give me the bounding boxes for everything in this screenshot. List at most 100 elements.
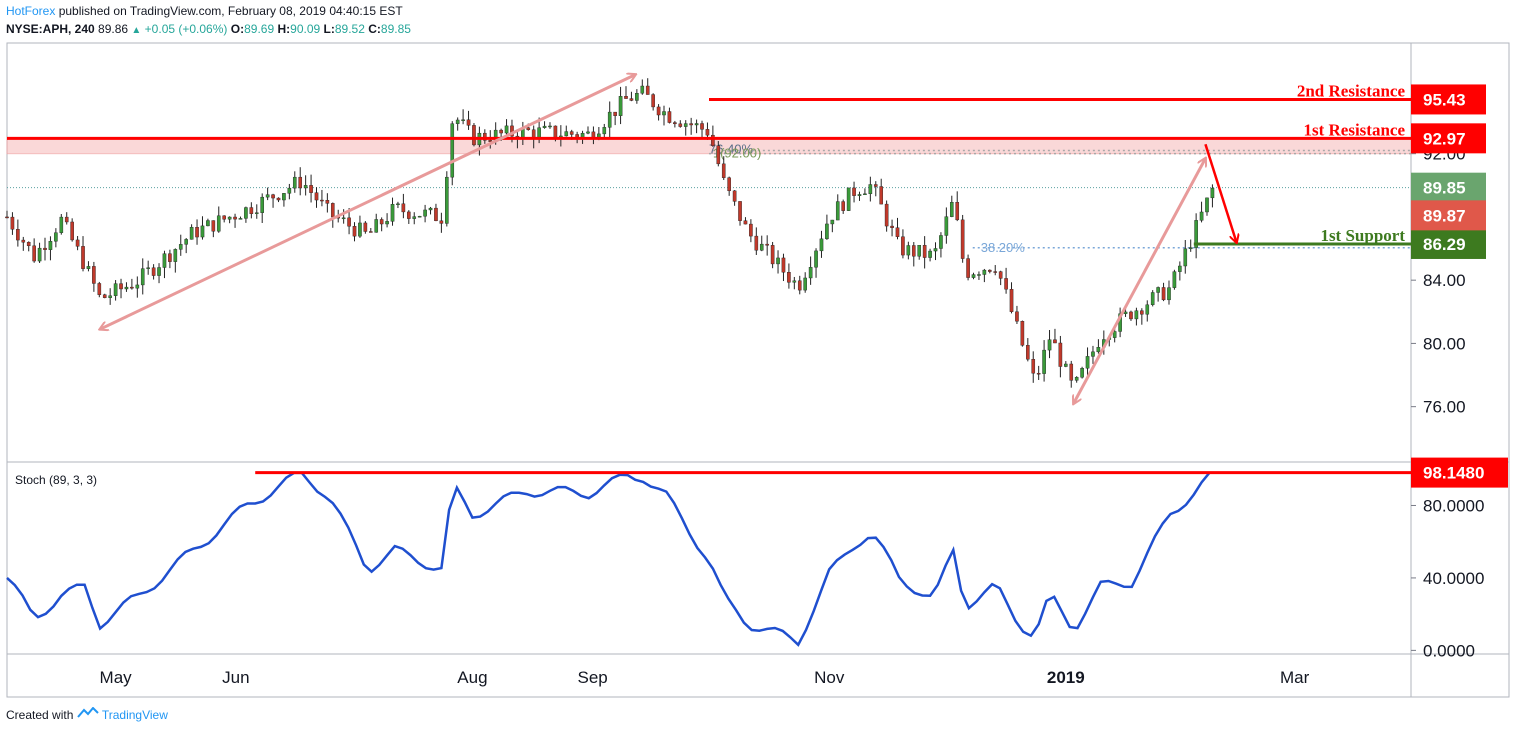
candle-body [977,274,981,276]
low-label: L: [323,22,335,36]
candle-body [119,283,123,290]
candle-body [216,215,221,232]
candle-body [765,243,769,246]
tradingview-link[interactable]: TradingView [101,708,168,722]
candle-body [401,203,406,213]
candle-body [727,177,731,192]
symbol-legend: NYSE:APH, 240 89.86 ▲ +0.05 (+0.06%) O:8… [6,22,411,36]
candle-body [238,218,243,220]
candle-body [537,127,541,139]
publisher-name[interactable]: HotForex [6,4,56,18]
candle-body [1129,311,1133,320]
candle-body [276,197,281,201]
time-axis-label: Sep [578,668,608,687]
candle-body [738,201,742,221]
candle-body [1140,310,1144,315]
candle-body [428,207,433,211]
trend-arrow [100,75,635,330]
price-tick-label: 84.00 [1423,271,1466,290]
candle-body [884,203,889,227]
candle-body [434,207,438,222]
candle-body [564,131,569,137]
candle-body [770,245,775,265]
candle-body [993,271,998,273]
candle-body [879,186,884,205]
candle-body [749,223,753,237]
candle-body [358,222,362,237]
published-text: published on TradingView.com, February 0… [58,4,403,18]
candle-body [407,211,411,219]
candle-body [1134,310,1139,320]
fib-level-label: 76.40% [709,142,754,157]
candle-body [808,267,813,279]
trend-arrow [1074,158,1206,403]
candle-body [439,220,444,224]
candle-body [1085,356,1090,369]
candle-body [873,184,878,187]
candle-body [922,245,927,258]
candle-body [754,235,759,251]
candle-body [814,250,818,268]
candle-body [803,277,807,291]
candle-body [75,239,80,247]
candle-body [906,245,911,256]
candle-body [683,123,688,127]
candle-body [97,283,102,295]
candle-body [841,201,845,211]
candle-body [830,219,835,225]
stoch-level-tag [1411,457,1508,488]
candle-body [396,203,400,206]
candle-body [341,217,346,220]
candle-body [140,268,145,286]
candle-body [673,122,677,125]
level-price-label: 95.43 [1423,90,1466,109]
candle-body [206,220,210,227]
candle-body [325,200,330,204]
candle-body [613,111,617,116]
candle-body [1042,349,1046,374]
candle-body [586,131,590,134]
candle-body [86,266,91,269]
candle-body [184,239,188,245]
candle-body [466,119,471,126]
candle-body [960,219,965,259]
candle-body [200,225,205,238]
candle-body [705,129,710,136]
candle-body [852,187,856,196]
candle-body [917,245,922,257]
candle-body [618,96,623,116]
price-tag-label: 89.85 [1423,179,1466,198]
candle-body [580,132,585,138]
candle-body [26,241,31,247]
candle-body [1112,331,1117,338]
fib-level-label: 38.20% [981,240,1026,255]
candle-body [732,190,737,202]
candle-body [868,184,873,195]
candle-body [37,247,42,262]
candle-body [982,269,987,275]
candle-body [857,194,862,196]
created-with-text: Created with [6,708,74,722]
candle-body [846,187,851,211]
candle-body [1009,289,1014,312]
candle-body [711,134,715,146]
stoch-level-label: 98.1480 [1423,464,1484,483]
candle-body [971,274,976,278]
candle-body [374,219,379,233]
candle-body [928,250,932,258]
candle-body [32,245,36,262]
candle-body [662,111,666,116]
symbol-label: NYSE:APH, 240 [6,22,95,36]
candle-body [314,192,319,201]
candle-body [168,253,172,262]
candle-body [890,225,894,228]
high-value: 90.09 [290,22,321,36]
candle-body [1026,345,1030,360]
candle-body [43,247,47,250]
candle-body [135,284,140,289]
candle-body [955,202,960,221]
candle-body [130,286,134,289]
candle-body [124,286,129,290]
level-name-label: 1st Resistance [1303,120,1405,139]
